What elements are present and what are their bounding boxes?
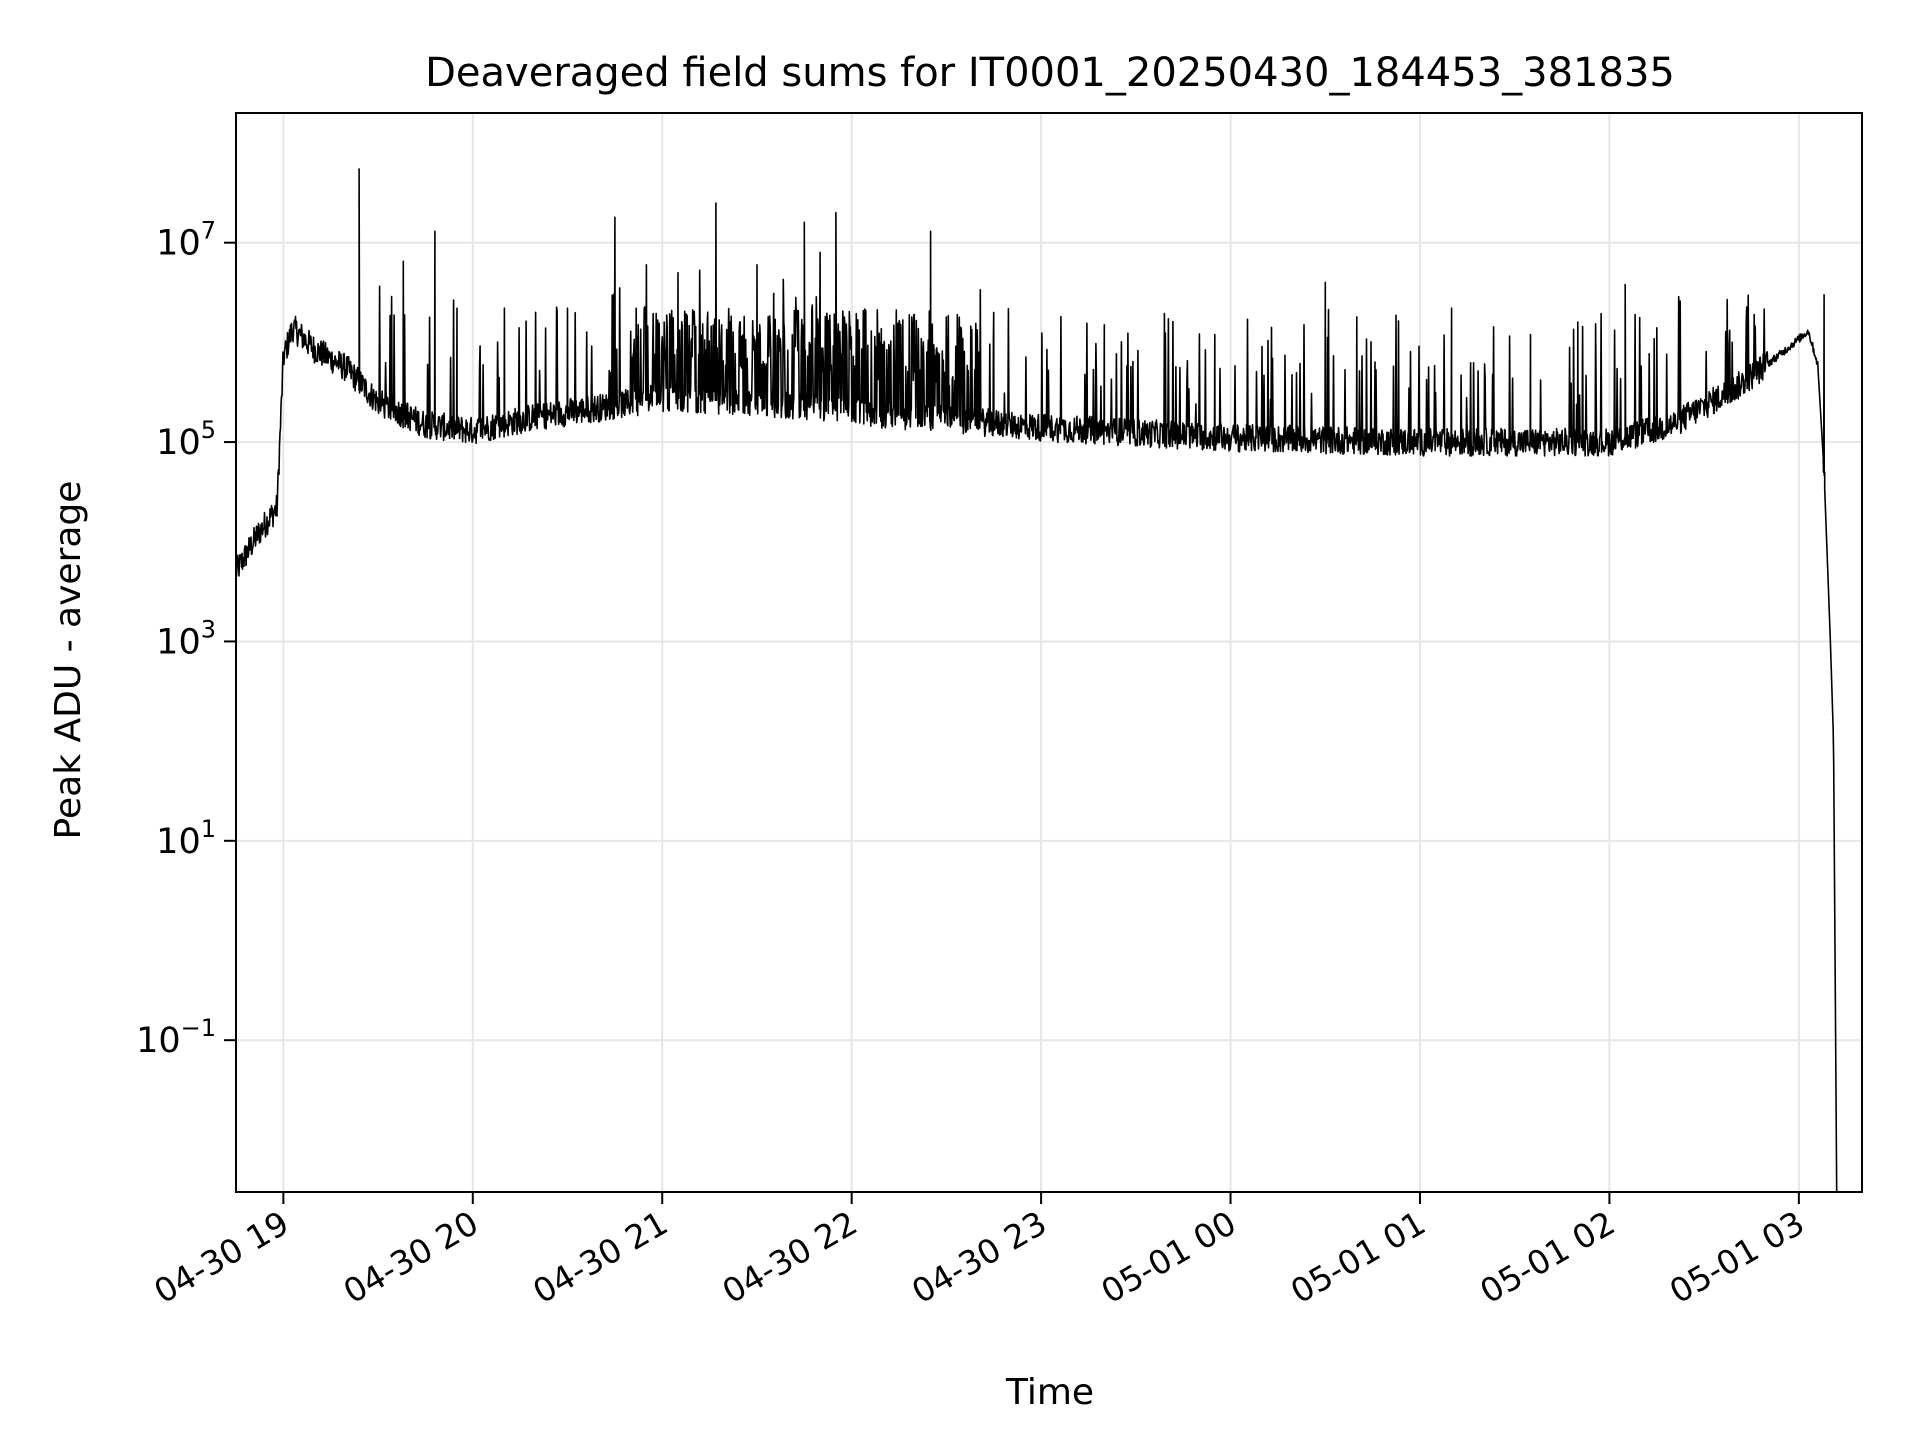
x-tick-label: 04-30 19 — [147, 1203, 295, 1311]
x-tick-label: 04-30 21 — [526, 1203, 674, 1311]
axis-ticks: 04-30 19 04-30 20 04-30 21 04-30 22 04-30 23… — [136, 217, 1811, 1311]
series-line-peak-adu — [235, 168, 1838, 1193]
x-tick-label: 04-30 20 — [337, 1203, 485, 1311]
y-tick-label: 101 — [156, 815, 216, 862]
grid-lines — [236, 113, 1862, 1192]
y-tick-label: 10−1 — [136, 1014, 216, 1061]
x-tick-label: 05-01 00 — [1095, 1203, 1243, 1311]
y-tick-label: 105 — [156, 416, 216, 463]
x-tick-label: 05-01 01 — [1284, 1203, 1432, 1311]
data-series — [235, 168, 1838, 1193]
y-tick-label: 103 — [156, 615, 216, 662]
chart-title: Deaveraged field sums for IT0001_2025043… — [425, 50, 1675, 96]
x-tick-label: 04-30 23 — [905, 1203, 1053, 1311]
y-tick-label: 107 — [156, 217, 216, 264]
x-axis-label: Time — [1005, 1372, 1094, 1413]
plot-area-frame — [235, 112, 1863, 1193]
x-tick-label: 04-30 22 — [716, 1203, 864, 1311]
x-tick-label: 05-01 02 — [1473, 1203, 1621, 1311]
x-tick-label: 05-01 03 — [1663, 1203, 1811, 1311]
y-axis-label: Peak ADU - average — [48, 481, 89, 840]
